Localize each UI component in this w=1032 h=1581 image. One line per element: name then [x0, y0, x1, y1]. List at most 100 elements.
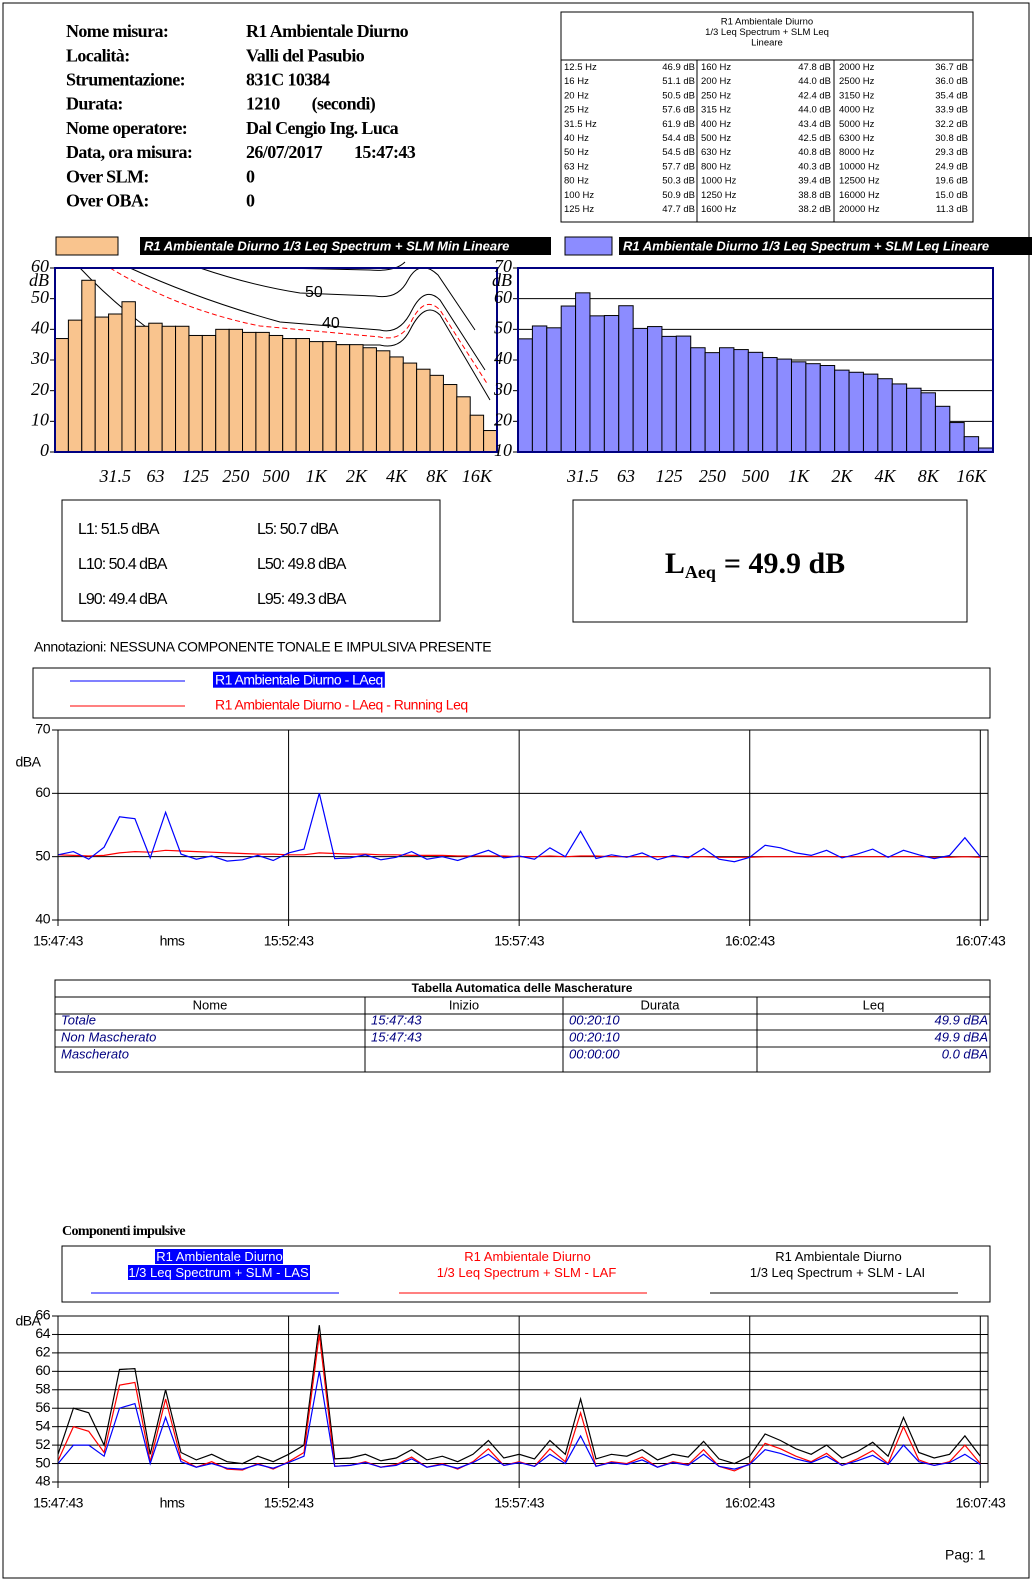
bar [733, 349, 749, 453]
y-tick-label: 64 [35, 1325, 50, 1341]
y-tick-label: 52 [35, 1436, 50, 1452]
y-tick-label: 30 [30, 348, 49, 368]
x-tick-label: 31.5 [99, 466, 132, 486]
bar [456, 396, 471, 453]
bar [389, 356, 404, 453]
bar [618, 305, 634, 453]
x-tick-label: 16:07:43 [955, 933, 1006, 949]
table-cell: 35.4 dB [935, 90, 968, 101]
mask-table-cell: 0.0 dBA [942, 1046, 988, 1061]
bar [647, 326, 663, 453]
field-value: Dal Cengio Ing. Luca [246, 118, 399, 138]
bar [201, 334, 217, 453]
x-tick-label: 63 [617, 466, 635, 486]
legend-entry: R1 Ambientale Diurno 1/3 Leq Spectrum + … [436, 1249, 617, 1280]
bar [603, 315, 620, 453]
plot-frame [57, 1315, 989, 1483]
y-axis-label: dBA [16, 754, 42, 770]
mask-table-title: Tabella Automatica delle Mascherature [412, 981, 633, 995]
table-cell: 50.5 dB [662, 90, 695, 101]
y-axis-label: dBA [16, 1313, 42, 1329]
table-cell: 31.5 Hz [564, 119, 597, 130]
table-cell: 54.4 dB [662, 133, 695, 144]
y-tick-label: 50 [31, 287, 49, 307]
bar [661, 335, 677, 453]
bar [81, 279, 96, 453]
bar [362, 347, 377, 453]
series-line [57, 1334, 981, 1472]
bar [560, 305, 577, 453]
field-value: 26/07/2017 [246, 142, 323, 162]
table-cell: 15.0 dB [935, 190, 968, 201]
x-tick-label: 125 [656, 466, 683, 486]
y-tick-label: 60 [35, 784, 50, 800]
plot-frame [517, 267, 994, 453]
contour-label: 50 [305, 284, 323, 301]
table-cell: 100 Hz [564, 190, 594, 201]
plot-frame [54, 267, 498, 453]
bar [575, 292, 591, 453]
table-cell: 400 Hz [701, 119, 731, 130]
table-title: Lineare [751, 38, 783, 49]
bar [442, 384, 458, 453]
field-extra: 15:47:43 [354, 142, 416, 162]
stat: L5: 50.7 dBA [257, 521, 339, 538]
field-label: Over OBA: [66, 191, 149, 211]
bar [546, 327, 562, 453]
field-label: Località: [66, 45, 130, 65]
legend-entry: R1 Ambientale Diurno 1/3 Leq Spectrum + … [59, 1249, 379, 1281]
table-cell: 250 Hz [701, 90, 731, 101]
x-tick-label: 125 [182, 466, 209, 486]
table-cell: 44.0 dB [798, 76, 831, 87]
table-title: R1 Ambientale Diurno [721, 17, 813, 28]
x-tick-label: 15:52:43 [264, 1495, 315, 1511]
table-cell: 12500 Hz [839, 176, 880, 187]
bar [517, 338, 533, 453]
table-cell: 2500 Hz [839, 76, 875, 87]
y-tick-label: 60 [494, 287, 512, 307]
legend-label: R1 Ambientale Diurno 1/3 Leq Spectrum + … [436, 1249, 617, 1280]
x-tick-label: 4K [875, 466, 897, 486]
y-tick-label: 10 [494, 440, 512, 460]
bar [747, 351, 764, 453]
x-tick-label: 16K [956, 466, 987, 486]
bar [877, 378, 893, 453]
laeq-subscript: Aeq [685, 562, 716, 582]
bar [67, 319, 83, 453]
y-tick-label: 50 [35, 847, 50, 863]
y-axis-label: dB [492, 270, 512, 290]
x-tick-label: 8K [918, 466, 940, 486]
table-cell: 16000 Hz [839, 190, 880, 201]
y-tick-label: 0 [40, 440, 49, 460]
table-cell: 54.5 dB [662, 147, 695, 158]
stats-box [61, 499, 441, 622]
series-line [57, 1325, 981, 1465]
bar [215, 328, 230, 453]
x-tick-label: 16:07:43 [955, 1495, 1006, 1511]
field-extra: (secondi) [312, 94, 376, 115]
bar [268, 334, 284, 453]
bar [349, 344, 364, 453]
legend-entry-box: R1 Ambientale Diurno 1/3 Leq Spectrum + … [59, 1249, 379, 1281]
table-title: 1/3 Leq Spectrum + SLM Leq [705, 27, 829, 38]
table-cell: 3150 Hz [839, 90, 875, 101]
table-cell: 43.4 dB [798, 119, 831, 130]
legend-box [32, 667, 991, 719]
field-label: Nome misura: [66, 21, 168, 41]
bar [148, 322, 163, 453]
mask-table-cell: 00:20:10 [569, 1012, 620, 1027]
legend-entry: R1 Ambientale Diurno 1/3 Leq Spectrum + … [750, 1249, 925, 1280]
table-cell: 50.3 dB [662, 176, 695, 187]
series-line [57, 1371, 981, 1470]
y-tick-label: 40 [31, 317, 49, 337]
table-cell: 25 Hz [564, 105, 589, 116]
bar [308, 341, 324, 453]
bar [282, 338, 297, 453]
page-number: Pag: 1 [945, 1547, 986, 1563]
contour-threshold [109, 267, 489, 386]
y-tick-label: 10 [31, 409, 49, 429]
table-cell: 125 Hz [564, 204, 594, 215]
mask-table-cell: Non Mascherato [61, 1029, 156, 1044]
table-cell: 1600 Hz [701, 204, 737, 215]
